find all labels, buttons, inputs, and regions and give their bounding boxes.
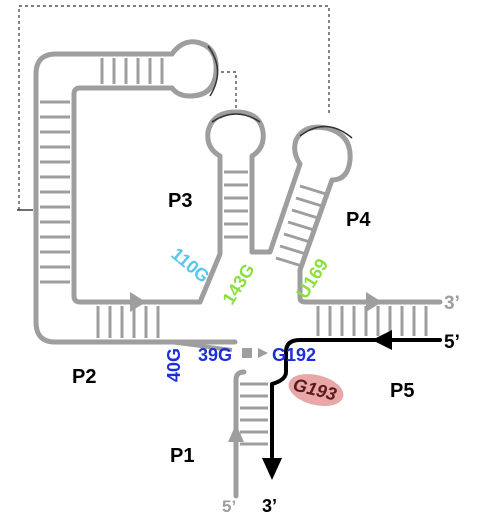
g193-highlight: [288, 373, 344, 407]
p1-left-strand: [233, 369, 247, 499]
p2-outer-backbone: [33, 51, 238, 345]
p2-direction-arrow: [130, 292, 146, 312]
label-p5-5prime: 5’: [444, 332, 460, 353]
label-p5-3prime: 3’: [444, 293, 460, 314]
label-p5: P5: [390, 380, 414, 402]
p2-vertical-base-pairs: [40, 100, 70, 284]
p1-up-arrow: [228, 424, 244, 442]
label-p1-5prime: 5’: [222, 497, 236, 516]
label-p3: P3: [168, 190, 192, 212]
label-p1-3prime: 3’: [262, 496, 277, 516]
p2-lower-base-pairs: [96, 306, 160, 338]
black-substrate-strand: [270, 338, 442, 472]
g39-arrow: [258, 348, 268, 358]
p1-base-pairs: [240, 382, 268, 446]
tertiary-contact-dashed-line-outer: [18, 5, 330, 210]
p4-base-pairs: [275, 184, 327, 268]
label-p4: P4: [346, 209, 371, 231]
black-strand-arrow-p1: [262, 458, 282, 480]
p4-backbone: [249, 124, 353, 291]
p3-base-pairs: [224, 170, 248, 239]
label-g192: G192: [272, 345, 316, 365]
p4-interaction-arc: [299, 125, 353, 139]
p2-inner-backbone: [71, 85, 223, 305]
label-143g: 143G: [218, 260, 258, 308]
g39-square-marker: [242, 348, 252, 358]
p3-backbone: [205, 109, 266, 255]
p2-upper-base-pairs: [100, 58, 164, 84]
p5-top-arrow: [366, 292, 382, 312]
label-p1: P1: [170, 445, 194, 467]
l2-interaction-arc: [207, 45, 219, 97]
l2-loop: [169, 39, 219, 99]
p5-top-strand: [297, 285, 443, 305]
tertiary-contact-dashed-line-inner: [221, 71, 237, 112]
p3-interaction-arc: [211, 113, 261, 123]
label-p2: P2: [72, 366, 96, 388]
black-strand-arrow-p5: [372, 330, 392, 350]
label-40g: 40G: [164, 348, 184, 382]
p5-base-pairs: [316, 306, 428, 336]
label-39g: 39G: [198, 345, 232, 365]
j12-connector: [169, 340, 233, 352]
